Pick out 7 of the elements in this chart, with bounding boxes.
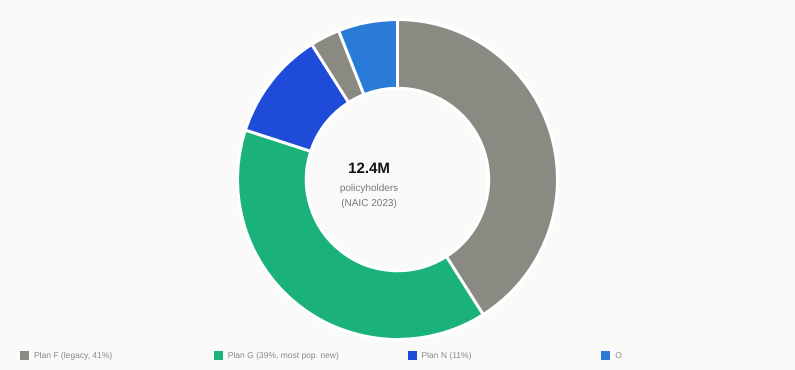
text: 12.4M: [347, 160, 391, 177]
text: policyholders: [338, 182, 400, 196]
text: (NAIC 2023): [340, 197, 398, 211]
legend-label: O: [615, 350, 622, 360]
legend-label: Plan N (11%): [422, 350, 472, 360]
legend-label: Plan G (39%, most pop. new): [228, 350, 339, 360]
legend-label: Plan F (legacy, 41%): [34, 350, 112, 360]
